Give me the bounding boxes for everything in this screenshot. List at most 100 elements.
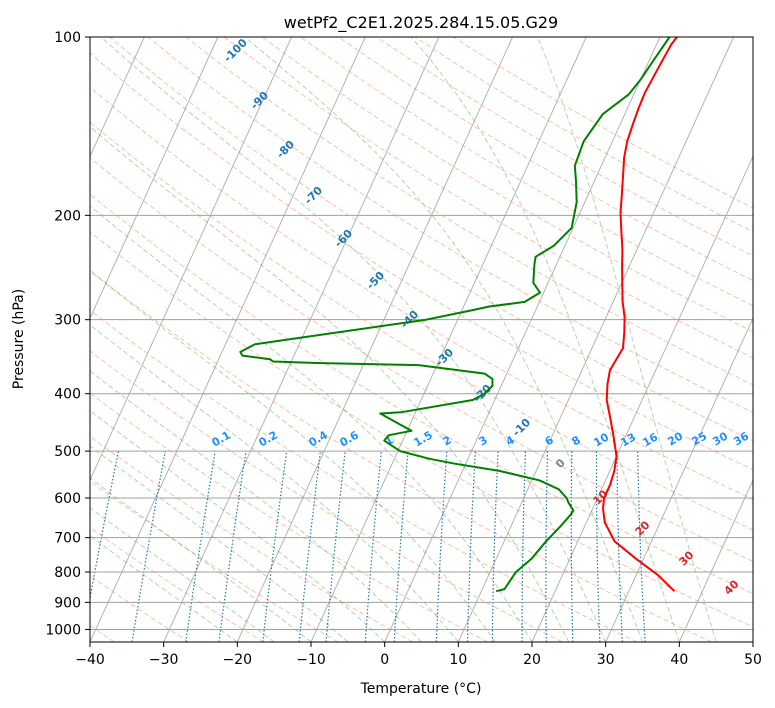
dry-adiabat-line (109, 37, 753, 442)
mixing-ratio-lines (90, 450, 646, 642)
mixing-ratio-label: 25 (689, 430, 709, 449)
mixing-ratio-label: 0.2 (257, 428, 280, 449)
y-axis-label: Pressure (hPa) (11, 289, 27, 389)
moist-adiabat-line (90, 477, 312, 642)
mixing-ratio-line (435, 451, 448, 642)
mixing-ratio-line (491, 451, 499, 642)
pressure-grid (90, 36, 753, 630)
y-axis-ticks: 100 200 300 400 500 600 700 800 900 1000 (45, 30, 90, 638)
mixing-ratio-label: 36 (731, 429, 751, 448)
x-tick-label: 0 (380, 652, 389, 668)
isotherm-line (90, 37, 293, 482)
isotherm-line (236, 37, 514, 642)
dry-adiabat-lines (90, 37, 753, 642)
moist-adiabat-line (410, 37, 680, 642)
dry-adiabat-label: -10 (510, 416, 533, 439)
y-tick-label: 500 (54, 444, 81, 460)
sounding-profiles (239, 37, 678, 593)
mixing-ratio-label: 8 (570, 433, 583, 448)
dry-adiabat-line (90, 86, 753, 501)
y-tick-label: 1000 (45, 622, 81, 638)
dry-adiabat-label: -90 (248, 89, 271, 112)
isotherm-line (90, 37, 219, 320)
moist-adiabat-lines (90, 37, 717, 642)
isotherm-line (752, 640, 753, 642)
dry-adiabat-line (185, 37, 753, 386)
y-tick-label: 600 (54, 491, 81, 507)
y-tick-label: 400 (54, 387, 81, 403)
x-tick-label: −30 (149, 652, 179, 668)
moist-adiabat-line (90, 205, 533, 642)
y-tick-label: 800 (54, 565, 81, 581)
x-tick-label: 40 (670, 652, 688, 668)
isotherm-grid (90, 37, 753, 642)
mixing-ratio-line (595, 451, 601, 642)
dry-adiabat-label: -20 (471, 382, 494, 405)
y-tick-label: 900 (54, 595, 81, 611)
dry-adiabat-line (223, 37, 753, 359)
mixing-ratio-line (570, 451, 574, 642)
y-tick-label: 700 (54, 531, 81, 547)
mixing-ratio-label: 3 (477, 433, 490, 448)
moist-adiabat-line (90, 324, 459, 642)
isotherm-line (531, 155, 753, 642)
dry-adiabat-line (90, 392, 488, 642)
dry-adiabat-line (147, 37, 753, 413)
moist-adiabat-line (90, 270, 496, 642)
mixing-ratio-line (218, 451, 247, 642)
dry-adiabat-line (90, 269, 712, 642)
dry-adiabat-label: -70 (302, 184, 325, 207)
dry-adiabat-line (90, 157, 753, 562)
mixing-ratio-line (616, 451, 623, 642)
x-tick-label: −10 (296, 652, 326, 668)
mixing-ratio-line (364, 451, 382, 642)
x-tick-label: 30 (597, 652, 615, 668)
mixing-ratio-label: 0.1 (210, 428, 233, 449)
isotherm-line (90, 37, 366, 642)
dry-adiabat-label: -60 (332, 227, 355, 250)
dry-adiabat-label: -100 (221, 36, 250, 65)
moist-adiabat-label: 40 (722, 577, 742, 597)
mixing-ratio-line (393, 451, 409, 642)
y-tick-label: 300 (54, 313, 81, 329)
isotherm-line (605, 316, 753, 642)
moist-adiabat-line (100, 37, 607, 642)
isotherm-line (457, 37, 735, 642)
mixing-ratio-line (521, 451, 526, 642)
moist-adiabat-line (244, 37, 643, 642)
dry-adiabat-line (452, 37, 753, 209)
mixing-ratio-label: 6 (543, 433, 556, 448)
dry-adiabat-line (90, 575, 190, 642)
moist-adiabat-line (90, 535, 238, 642)
y-tick-label: 200 (54, 208, 81, 224)
isopleth-labels: -100 -90 -80 -70 -60 -50 -40 -30 -20 -10… (210, 36, 752, 598)
moist-adiabat-line (90, 370, 422, 642)
isotherm-line (163, 37, 440, 642)
moist-adiabat-line (537, 37, 717, 642)
temperature-profile-line (602, 37, 678, 592)
dry-adiabat-line (90, 121, 753, 531)
mixing-ratio-label: 10 (591, 430, 611, 449)
mixing-ratio-line (131, 450, 166, 642)
dry-adiabat-label: -50 (364, 269, 387, 292)
y-tick-label: 100 (54, 30, 81, 46)
moist-adiabat-line (90, 445, 349, 642)
mixing-ratio-line (325, 451, 346, 642)
x-tick-label: 20 (523, 652, 541, 668)
mixing-ratio-label: 1.5 (412, 428, 435, 449)
plot-frame (89, 36, 754, 643)
mixing-ratio-label: 0.6 (338, 428, 362, 449)
dry-adiabat-line (90, 350, 563, 642)
x-tick-label: −40 (75, 652, 105, 668)
x-axis-ticks: −40 −30 −20 −10 0 10 20 30 40 50 (75, 642, 762, 668)
mixing-ratio-line (637, 451, 646, 642)
dry-adiabat-label: -80 (274, 138, 297, 161)
mixing-ratio-label: 20 (665, 429, 685, 448)
x-axis-label: Temperature (°C) (360, 681, 482, 697)
mixing-ratio-line (545, 451, 549, 642)
mixing-ratio-line (466, 451, 476, 642)
dewpoint-profile-line (239, 37, 671, 593)
x-tick-label: 50 (744, 652, 762, 668)
chart-title: wetPf2_C2E1.2025.284.15.05.G29 (284, 13, 558, 33)
